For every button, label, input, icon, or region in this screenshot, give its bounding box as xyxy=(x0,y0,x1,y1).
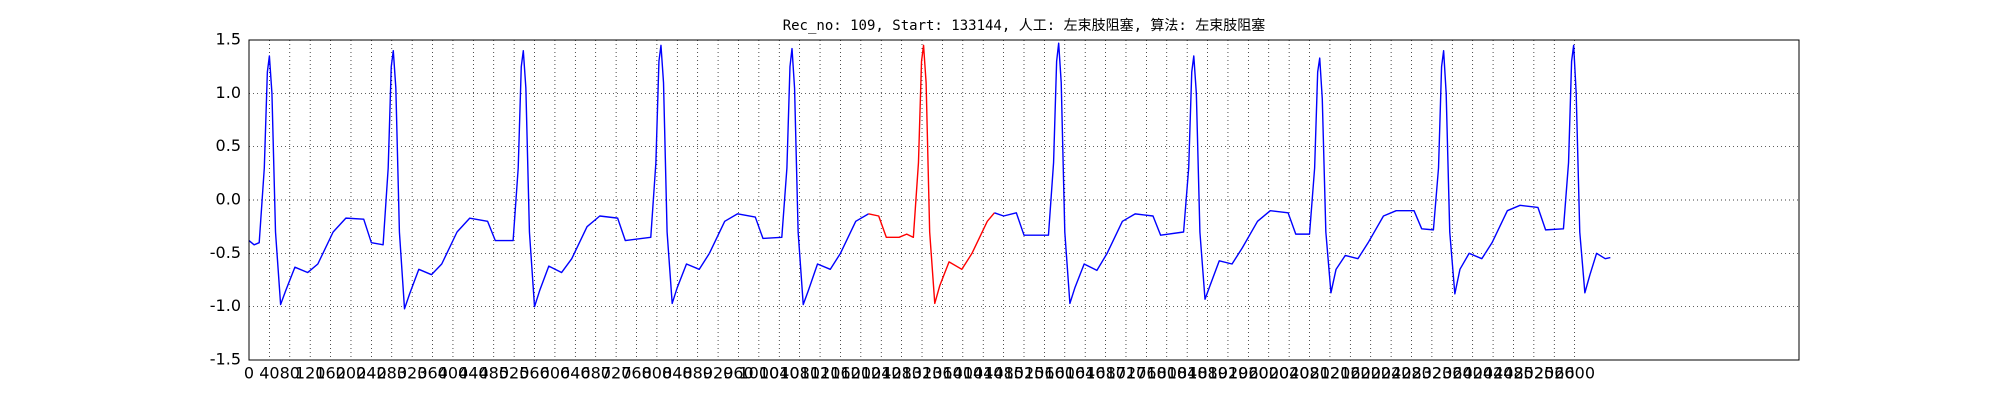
x-tick-label: 1920 xyxy=(1208,364,1249,383)
x-tick-label: 1520 xyxy=(1004,364,1045,383)
x-tick-label: 1840 xyxy=(1167,364,1208,383)
x-tick-label: 680 xyxy=(580,364,611,383)
x-tick-label: 2360 xyxy=(1432,364,1473,383)
x-tick-label: 840 xyxy=(662,364,693,383)
ecg-line xyxy=(868,44,995,305)
x-tick-label: 1440 xyxy=(963,364,1004,383)
x-tick-label: 440 xyxy=(458,364,489,383)
y-tick-label: -0.5 xyxy=(210,243,241,262)
x-tick-label: 2400 xyxy=(1452,364,1493,383)
x-tick-label: 2520 xyxy=(1514,364,1555,383)
x-tick-label: 720 xyxy=(601,364,632,383)
x-tick-label: 1720 xyxy=(1106,364,1147,383)
x-tick-label: 1640 xyxy=(1065,364,1106,383)
x-tick-label: 2480 xyxy=(1493,364,1534,383)
x-tick-label: 560 xyxy=(519,364,550,383)
y-tick-label: -1.5 xyxy=(210,350,241,369)
x-tick-label: 2280 xyxy=(1391,364,1432,383)
x-tick-label: 360 xyxy=(417,364,448,383)
x-tick-label: 2160 xyxy=(1330,364,1371,383)
x-tick-label: 1800 xyxy=(1146,364,1187,383)
x-tick-label: 120 xyxy=(295,364,326,383)
x-tick-label: 2600 xyxy=(1554,364,1595,383)
x-tick-label: 1360 xyxy=(922,364,963,383)
y-tick-label: 1.0 xyxy=(216,83,241,102)
x-tick-label: 2440 xyxy=(1473,364,1514,383)
x-tick-label: 0 xyxy=(244,364,254,383)
x-tick-label: 1000 xyxy=(739,364,780,383)
ecg-line xyxy=(248,44,869,310)
x-tick-label: 280 xyxy=(376,364,407,383)
x-tick-label: 1280 xyxy=(881,364,922,383)
x-tick-label: 80 xyxy=(280,364,300,383)
x-tick-label: 800 xyxy=(642,364,673,383)
y-tick-label: 0.5 xyxy=(216,136,241,155)
ecg-line xyxy=(994,42,1611,305)
x-tick-label: 1680 xyxy=(1085,364,1126,383)
x-tick-label: 1760 xyxy=(1126,364,1167,383)
y-tick-label: -1.0 xyxy=(210,296,241,315)
x-tick-label: 160 xyxy=(315,364,346,383)
x-tick-label: 2000 xyxy=(1248,364,1289,383)
x-tick-label: 240 xyxy=(356,364,387,383)
x-tick-label: 480 xyxy=(478,364,509,383)
chart-title: Rec_no: 109, Start: 133144, 人工: 左束肢阻塞, 算… xyxy=(783,17,1266,34)
x-tick-label: 200 xyxy=(336,364,367,383)
x-tick-label: 1080 xyxy=(779,364,820,383)
x-tick-label: 2040 xyxy=(1269,364,1310,383)
x-tick-label: 1320 xyxy=(902,364,943,383)
x-tick-label: 1880 xyxy=(1187,364,1228,383)
x-tick-label: 920 xyxy=(703,364,734,383)
x-tick-label: 1960 xyxy=(1228,364,1269,383)
y-tick-label: 0.0 xyxy=(216,190,241,209)
x-tick-label: 320 xyxy=(397,364,428,383)
x-tick-label: 2120 xyxy=(1310,364,1351,383)
x-tick-label: 520 xyxy=(499,364,530,383)
x-tick-label: 760 xyxy=(621,364,652,383)
x-tick-label: 1040 xyxy=(759,364,800,383)
x-tick-label: 640 xyxy=(560,364,591,383)
x-tick-label: 1200 xyxy=(840,364,881,383)
plot-frame xyxy=(248,39,1800,361)
x-tick-label: 2560 xyxy=(1534,364,1575,383)
x-tick-label: 1120 xyxy=(800,364,841,383)
x-tick-label: 40 xyxy=(259,364,279,383)
x-tick-label: 2080 xyxy=(1289,364,1330,383)
x-tick-label: 600 xyxy=(540,364,571,383)
x-tick-label: 2240 xyxy=(1371,364,1412,383)
x-tick-label: 1600 xyxy=(1044,364,1085,383)
x-tick-label: 880 xyxy=(682,364,713,383)
x-tick-label: 1480 xyxy=(983,364,1024,383)
x-tick-label: 2200 xyxy=(1350,364,1391,383)
x-tick-label: 1240 xyxy=(861,364,902,383)
x-tick-label: 960 xyxy=(723,364,754,383)
y-tick-label: 1.5 xyxy=(216,30,241,49)
x-tick-label: 1560 xyxy=(1024,364,1065,383)
x-tick-label: 1160 xyxy=(820,364,861,383)
x-tick-label: 2320 xyxy=(1412,364,1453,383)
x-tick-label: 1400 xyxy=(942,364,983,383)
x-tick-label: 400 xyxy=(438,364,469,383)
